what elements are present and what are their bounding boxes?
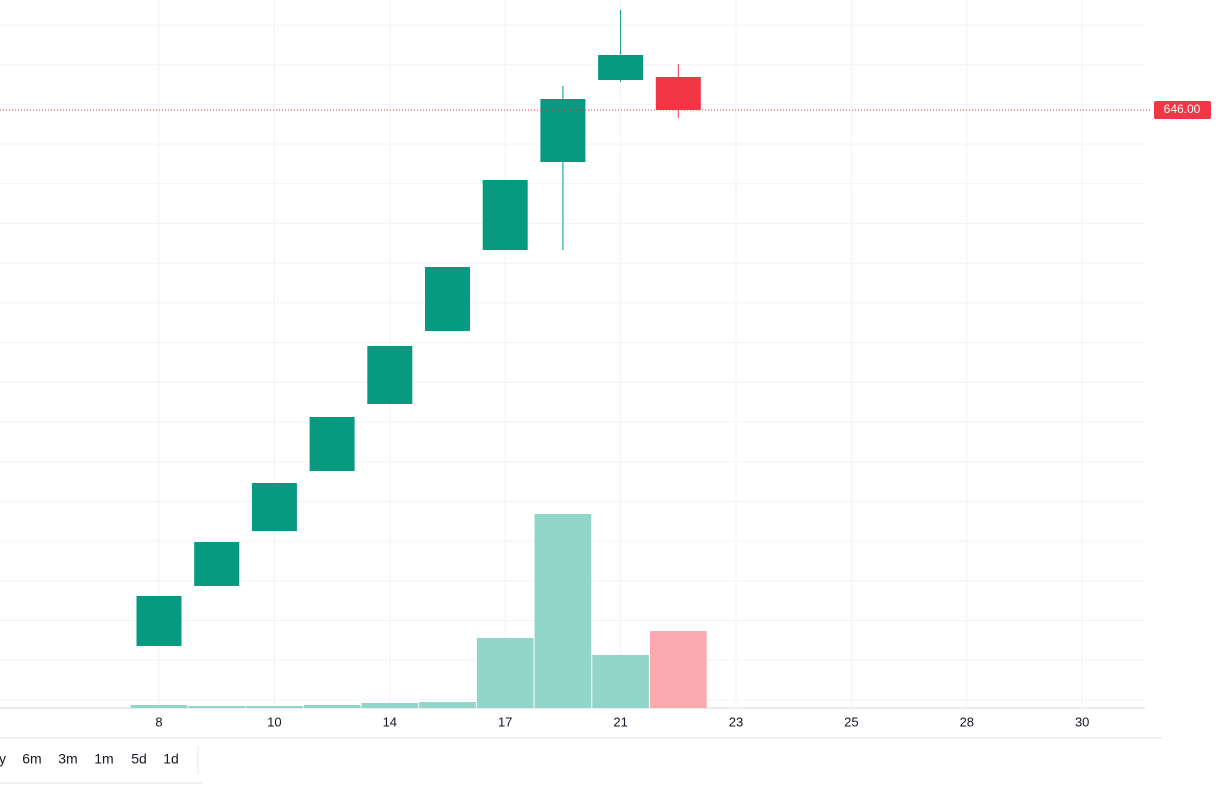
x-tick-label: 23 bbox=[729, 714, 743, 729]
volume-bar bbox=[130, 705, 188, 708]
last-price-label: 646.00 bbox=[1164, 102, 1201, 116]
x-tick-label: 28 bbox=[960, 714, 974, 729]
x-tick-label: 30 bbox=[1075, 714, 1089, 729]
volume-bar bbox=[649, 631, 707, 708]
range-button[interactable]: y bbox=[0, 751, 6, 767]
candle-body bbox=[540, 99, 586, 162]
candle-body bbox=[251, 483, 297, 531]
volume-bar bbox=[361, 703, 419, 708]
x-tick-label: 10 bbox=[267, 714, 281, 729]
range-button[interactable]: 1m bbox=[94, 751, 113, 767]
x-tick-label: 25 bbox=[844, 714, 858, 729]
x-tick-label: 8 bbox=[155, 714, 162, 729]
volume-bar bbox=[188, 706, 246, 708]
range-button[interactable]: 1d bbox=[163, 751, 179, 767]
range-button[interactable]: 6m bbox=[22, 751, 41, 767]
candle-body bbox=[655, 77, 701, 110]
candle-body bbox=[136, 596, 182, 646]
volume-bar bbox=[246, 706, 303, 708]
x-tick-label: 21 bbox=[613, 714, 627, 729]
volume-bar bbox=[419, 702, 476, 708]
candle-body bbox=[367, 346, 413, 404]
volume-bar bbox=[476, 638, 534, 708]
candle-body bbox=[598, 55, 644, 80]
volume-bar bbox=[592, 655, 649, 708]
x-tick-label: 17 bbox=[498, 714, 512, 729]
volume-bar bbox=[534, 514, 592, 708]
last-price-box bbox=[1154, 101, 1211, 119]
range-button[interactable]: 5d bbox=[131, 751, 147, 767]
range-button[interactable]: 3m bbox=[58, 751, 77, 767]
candle-body bbox=[309, 417, 355, 471]
volume-bar bbox=[303, 705, 361, 708]
x-tick-label: 14 bbox=[383, 714, 397, 729]
candle-body bbox=[482, 180, 528, 250]
candle-body bbox=[425, 267, 470, 331]
candle-body bbox=[194, 542, 240, 586]
